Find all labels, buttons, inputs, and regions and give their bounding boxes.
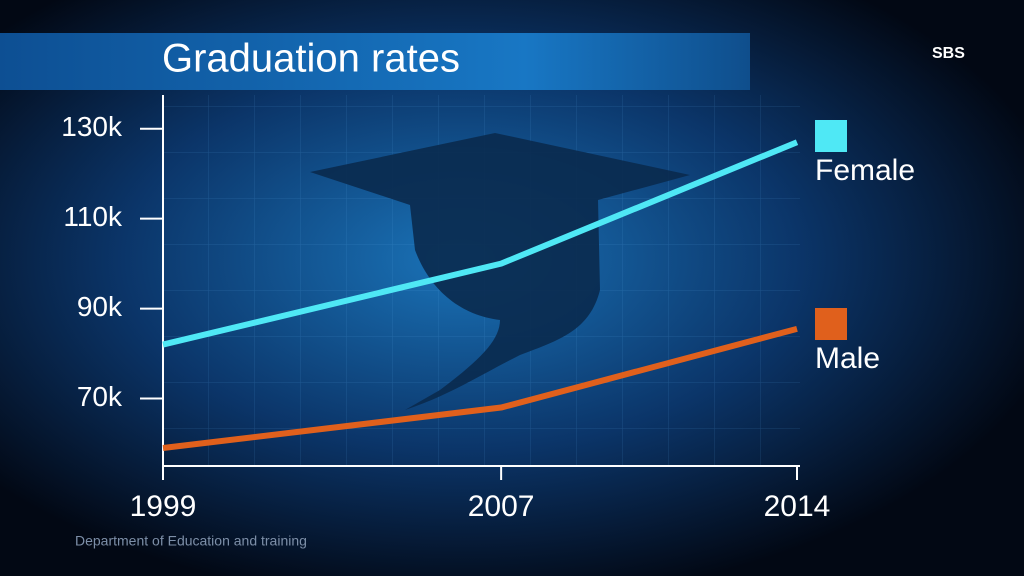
legend-label: Female bbox=[815, 154, 915, 187]
graduation-cap bbox=[310, 133, 690, 410]
source: Department of Education and training bbox=[75, 533, 307, 549]
legend-label: Male bbox=[815, 342, 880, 375]
y-tick-label: 110k bbox=[63, 201, 123, 232]
x-tick-label: 2014 bbox=[764, 490, 831, 523]
y-tick-label: 90k bbox=[77, 291, 123, 322]
y-tick-label: 130k bbox=[61, 111, 123, 142]
line-series bbox=[162, 139, 799, 348]
x-tick-label: 1999 bbox=[130, 490, 197, 523]
legend-swatch bbox=[815, 120, 847, 152]
legend-swatch bbox=[815, 308, 847, 340]
title-bar bbox=[0, 33, 750, 90]
y-tick-label: 70k bbox=[77, 381, 123, 412]
line-series bbox=[162, 325, 798, 451]
logo: SBS bbox=[932, 45, 965, 62]
x-tick-label: 2007 bbox=[468, 490, 535, 523]
chart-title: Graduation rates bbox=[162, 37, 460, 81]
